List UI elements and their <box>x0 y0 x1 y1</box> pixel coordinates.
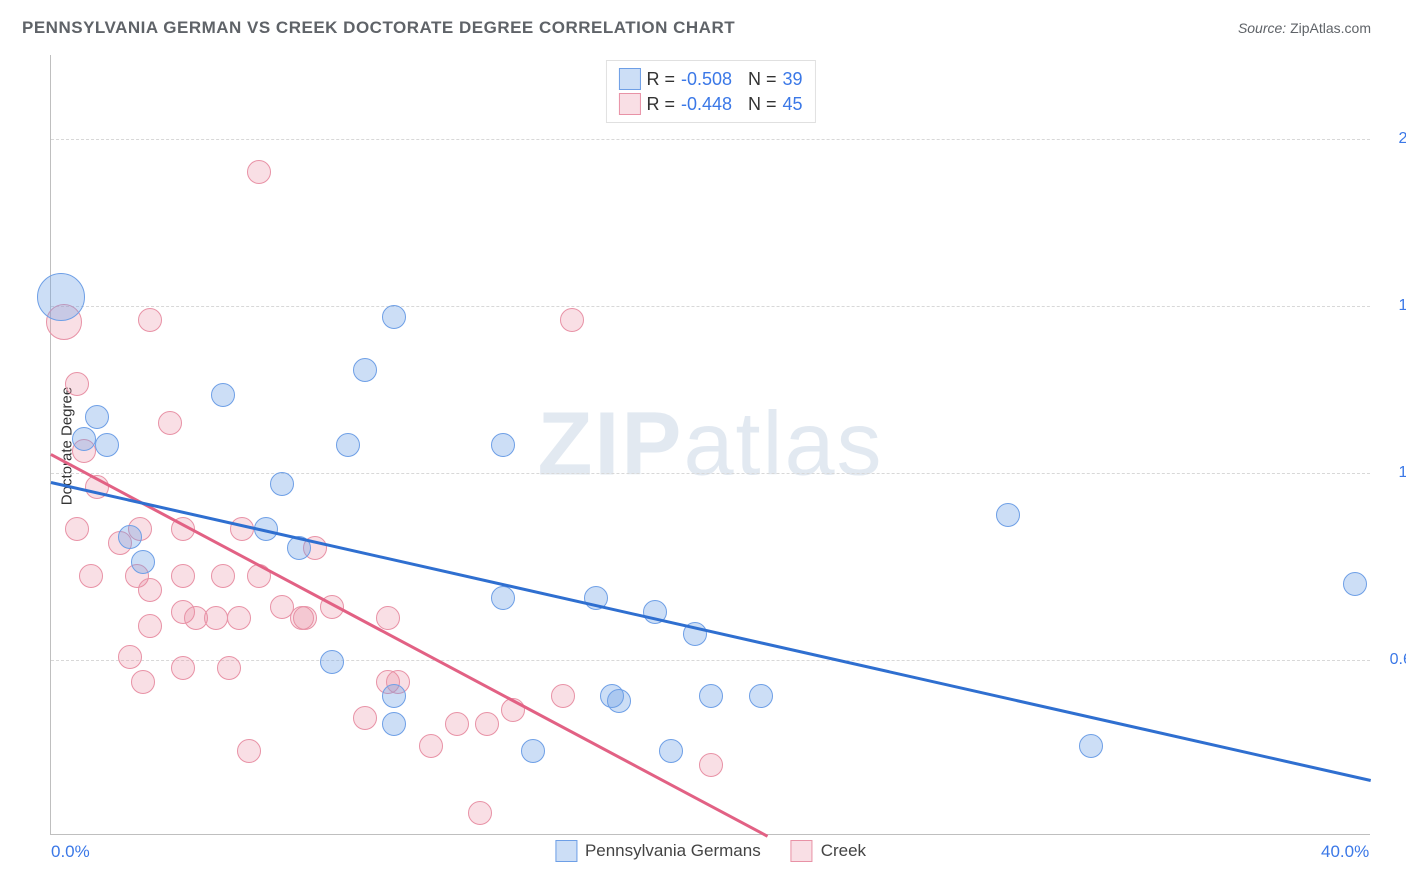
data-point <box>270 472 294 496</box>
data-point <box>699 684 723 708</box>
data-point <box>37 273 85 321</box>
data-point <box>227 606 251 630</box>
n-label: N = <box>748 94 777 115</box>
data-point <box>607 689 631 713</box>
data-point <box>382 684 406 708</box>
y-tick-label: 1.3% <box>1375 464 1406 482</box>
gridline <box>51 473 1370 474</box>
r-value-0: -0.508 <box>681 69 732 90</box>
data-point <box>118 525 142 549</box>
correlation-legend: R = -0.508 N = 39 R = -0.448 N = 45 <box>605 60 815 123</box>
data-point <box>217 656 241 680</box>
data-point <box>131 550 155 574</box>
swatch-series-1 <box>618 93 640 115</box>
x-tick-label: 0.0% <box>51 842 90 862</box>
data-point <box>72 427 96 451</box>
regression-line <box>50 453 768 837</box>
data-point <box>131 670 155 694</box>
data-point <box>204 606 228 630</box>
y-tick-label: 2.5% <box>1375 130 1406 148</box>
watermark-rest: atlas <box>683 394 883 494</box>
swatch-series-0 <box>618 68 640 90</box>
data-point <box>237 739 261 763</box>
data-point <box>419 734 443 758</box>
data-point <box>211 564 235 588</box>
data-point <box>79 564 103 588</box>
series-legend: Pennsylvania Germans Creek <box>555 840 866 862</box>
source-value: ZipAtlas.com <box>1290 20 1371 36</box>
data-point <box>138 614 162 638</box>
data-point <box>521 739 545 763</box>
data-point <box>699 753 723 777</box>
data-point <box>353 706 377 730</box>
data-point <box>382 712 406 736</box>
watermark-bold: ZIP <box>537 394 683 494</box>
data-point <box>320 650 344 674</box>
data-point <box>1343 572 1367 596</box>
legend-label-0: Pennsylvania Germans <box>585 841 761 861</box>
data-point <box>65 372 89 396</box>
data-point <box>138 578 162 602</box>
y-tick-label: 0.63% <box>1375 651 1406 669</box>
source-label: Source: <box>1238 20 1286 36</box>
data-point <box>95 433 119 457</box>
data-point <box>118 645 142 669</box>
data-point <box>171 564 195 588</box>
r-label: R = <box>646 94 675 115</box>
data-point <box>65 517 89 541</box>
n-value-0: 39 <box>783 69 803 90</box>
data-point <box>353 358 377 382</box>
regression-line <box>51 481 1372 782</box>
data-point <box>1079 734 1103 758</box>
data-point <box>376 606 400 630</box>
legend-label-1: Creek <box>821 841 866 861</box>
data-point <box>445 712 469 736</box>
scatter-plot-area: ZIPatlas R = -0.508 N = 39 R = -0.448 N … <box>50 55 1370 835</box>
data-point <box>475 712 499 736</box>
y-tick-label: 1.9% <box>1375 297 1406 315</box>
n-label: N = <box>748 69 777 90</box>
r-label: R = <box>646 69 675 90</box>
n-value-1: 45 <box>783 94 803 115</box>
data-point <box>247 160 271 184</box>
data-point <box>749 684 773 708</box>
swatch-series-0 <box>555 840 577 862</box>
gridline <box>51 139 1370 140</box>
data-point <box>158 411 182 435</box>
data-point <box>293 606 317 630</box>
gridline <box>51 306 1370 307</box>
data-point <box>996 503 1020 527</box>
legend-item-1: Creek <box>791 840 866 862</box>
data-point <box>551 684 575 708</box>
chart-title: PENNSYLVANIA GERMAN VS CREEK DOCTORATE D… <box>22 18 735 38</box>
data-point <box>211 383 235 407</box>
data-point <box>138 308 162 332</box>
data-point <box>336 433 360 457</box>
x-tick-label: 40.0% <box>1321 842 1369 862</box>
legend-row-series-0: R = -0.508 N = 39 <box>618 68 802 90</box>
gridline <box>51 660 1370 661</box>
r-value-1: -0.448 <box>681 94 732 115</box>
swatch-series-1 <box>791 840 813 862</box>
data-point <box>491 586 515 610</box>
data-point <box>382 305 406 329</box>
data-point <box>491 433 515 457</box>
data-point <box>560 308 584 332</box>
data-point <box>85 405 109 429</box>
legend-row-series-1: R = -0.448 N = 45 <box>618 93 802 115</box>
legend-item-0: Pennsylvania Germans <box>555 840 761 862</box>
source-citation: Source: ZipAtlas.com <box>1238 20 1371 36</box>
watermark: ZIPatlas <box>537 393 883 496</box>
data-point <box>659 739 683 763</box>
data-point <box>171 656 195 680</box>
data-point <box>468 801 492 825</box>
